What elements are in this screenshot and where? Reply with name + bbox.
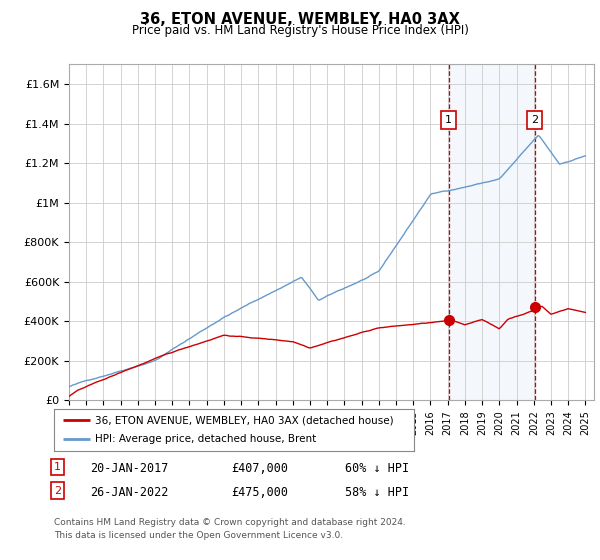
Text: 1: 1 <box>54 462 61 472</box>
Text: Contains HM Land Registry data © Crown copyright and database right 2024.
This d: Contains HM Land Registry data © Crown c… <box>54 518 406 539</box>
Text: 20-JAN-2017: 20-JAN-2017 <box>90 462 169 475</box>
Text: 58% ↓ HPI: 58% ↓ HPI <box>345 486 409 498</box>
Text: 36, ETON AVENUE, WEMBLEY, HA0 3AX: 36, ETON AVENUE, WEMBLEY, HA0 3AX <box>140 12 460 27</box>
Text: £407,000: £407,000 <box>231 462 288 475</box>
Text: 2: 2 <box>54 486 61 496</box>
Text: Price paid vs. HM Land Registry's House Price Index (HPI): Price paid vs. HM Land Registry's House … <box>131 24 469 37</box>
Text: HPI: Average price, detached house, Brent: HPI: Average price, detached house, Bren… <box>95 435 317 445</box>
Text: £475,000: £475,000 <box>231 486 288 498</box>
Text: 26-JAN-2022: 26-JAN-2022 <box>90 486 169 498</box>
Bar <box>449 64 535 400</box>
Text: 2: 2 <box>531 115 538 125</box>
Text: 60% ↓ HPI: 60% ↓ HPI <box>345 462 409 475</box>
Text: 1: 1 <box>445 115 452 125</box>
Text: 36, ETON AVENUE, WEMBLEY, HA0 3AX (detached house): 36, ETON AVENUE, WEMBLEY, HA0 3AX (detac… <box>95 415 394 425</box>
